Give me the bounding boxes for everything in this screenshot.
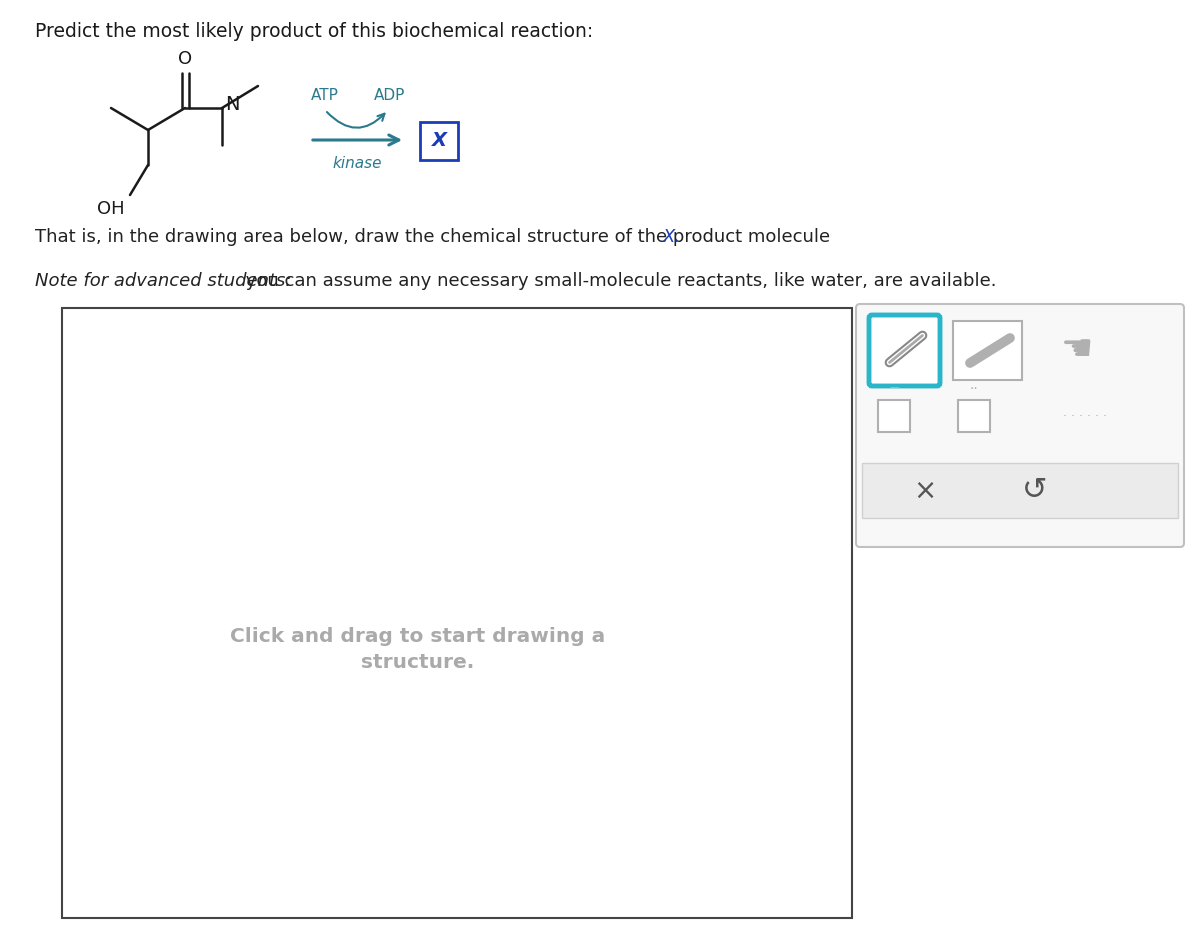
Text: ×: × bbox=[913, 477, 937, 504]
Text: ADP: ADP bbox=[374, 88, 406, 103]
Text: Note for advanced students:: Note for advanced students: bbox=[35, 272, 292, 290]
Text: · · · · · ·: · · · · · · bbox=[1063, 410, 1108, 423]
Text: OH: OH bbox=[97, 200, 125, 218]
Text: you can assume any necessary small-molecule reactants, like water, are available: you can assume any necessary small-molec… bbox=[240, 272, 996, 290]
Text: Predict the most likely product of this biochemical reaction:: Predict the most likely product of this … bbox=[35, 22, 593, 41]
FancyBboxPatch shape bbox=[862, 463, 1178, 518]
FancyBboxPatch shape bbox=[958, 400, 990, 432]
Text: ☚: ☚ bbox=[1061, 333, 1093, 367]
Text: ··: ·· bbox=[970, 382, 978, 396]
FancyBboxPatch shape bbox=[856, 304, 1184, 547]
FancyBboxPatch shape bbox=[420, 122, 458, 160]
FancyBboxPatch shape bbox=[878, 400, 910, 432]
Text: Click and drag to start drawing a
structure.: Click and drag to start drawing a struct… bbox=[230, 627, 605, 672]
FancyBboxPatch shape bbox=[62, 308, 852, 918]
Text: N: N bbox=[226, 94, 240, 113]
Text: O: O bbox=[178, 50, 192, 68]
Text: X.: X. bbox=[662, 228, 682, 246]
FancyBboxPatch shape bbox=[869, 315, 940, 386]
Text: ↺: ↺ bbox=[1022, 476, 1048, 505]
Text: −: − bbox=[888, 381, 900, 395]
Text: X: X bbox=[432, 131, 446, 150]
FancyBboxPatch shape bbox=[953, 321, 1022, 380]
Text: That is, in the drawing area below, draw the chemical structure of the product m: That is, in the drawing area below, draw… bbox=[35, 228, 836, 246]
Text: ATP: ATP bbox=[311, 88, 338, 103]
FancyArrowPatch shape bbox=[326, 112, 384, 127]
Text: kinase: kinase bbox=[332, 156, 383, 171]
